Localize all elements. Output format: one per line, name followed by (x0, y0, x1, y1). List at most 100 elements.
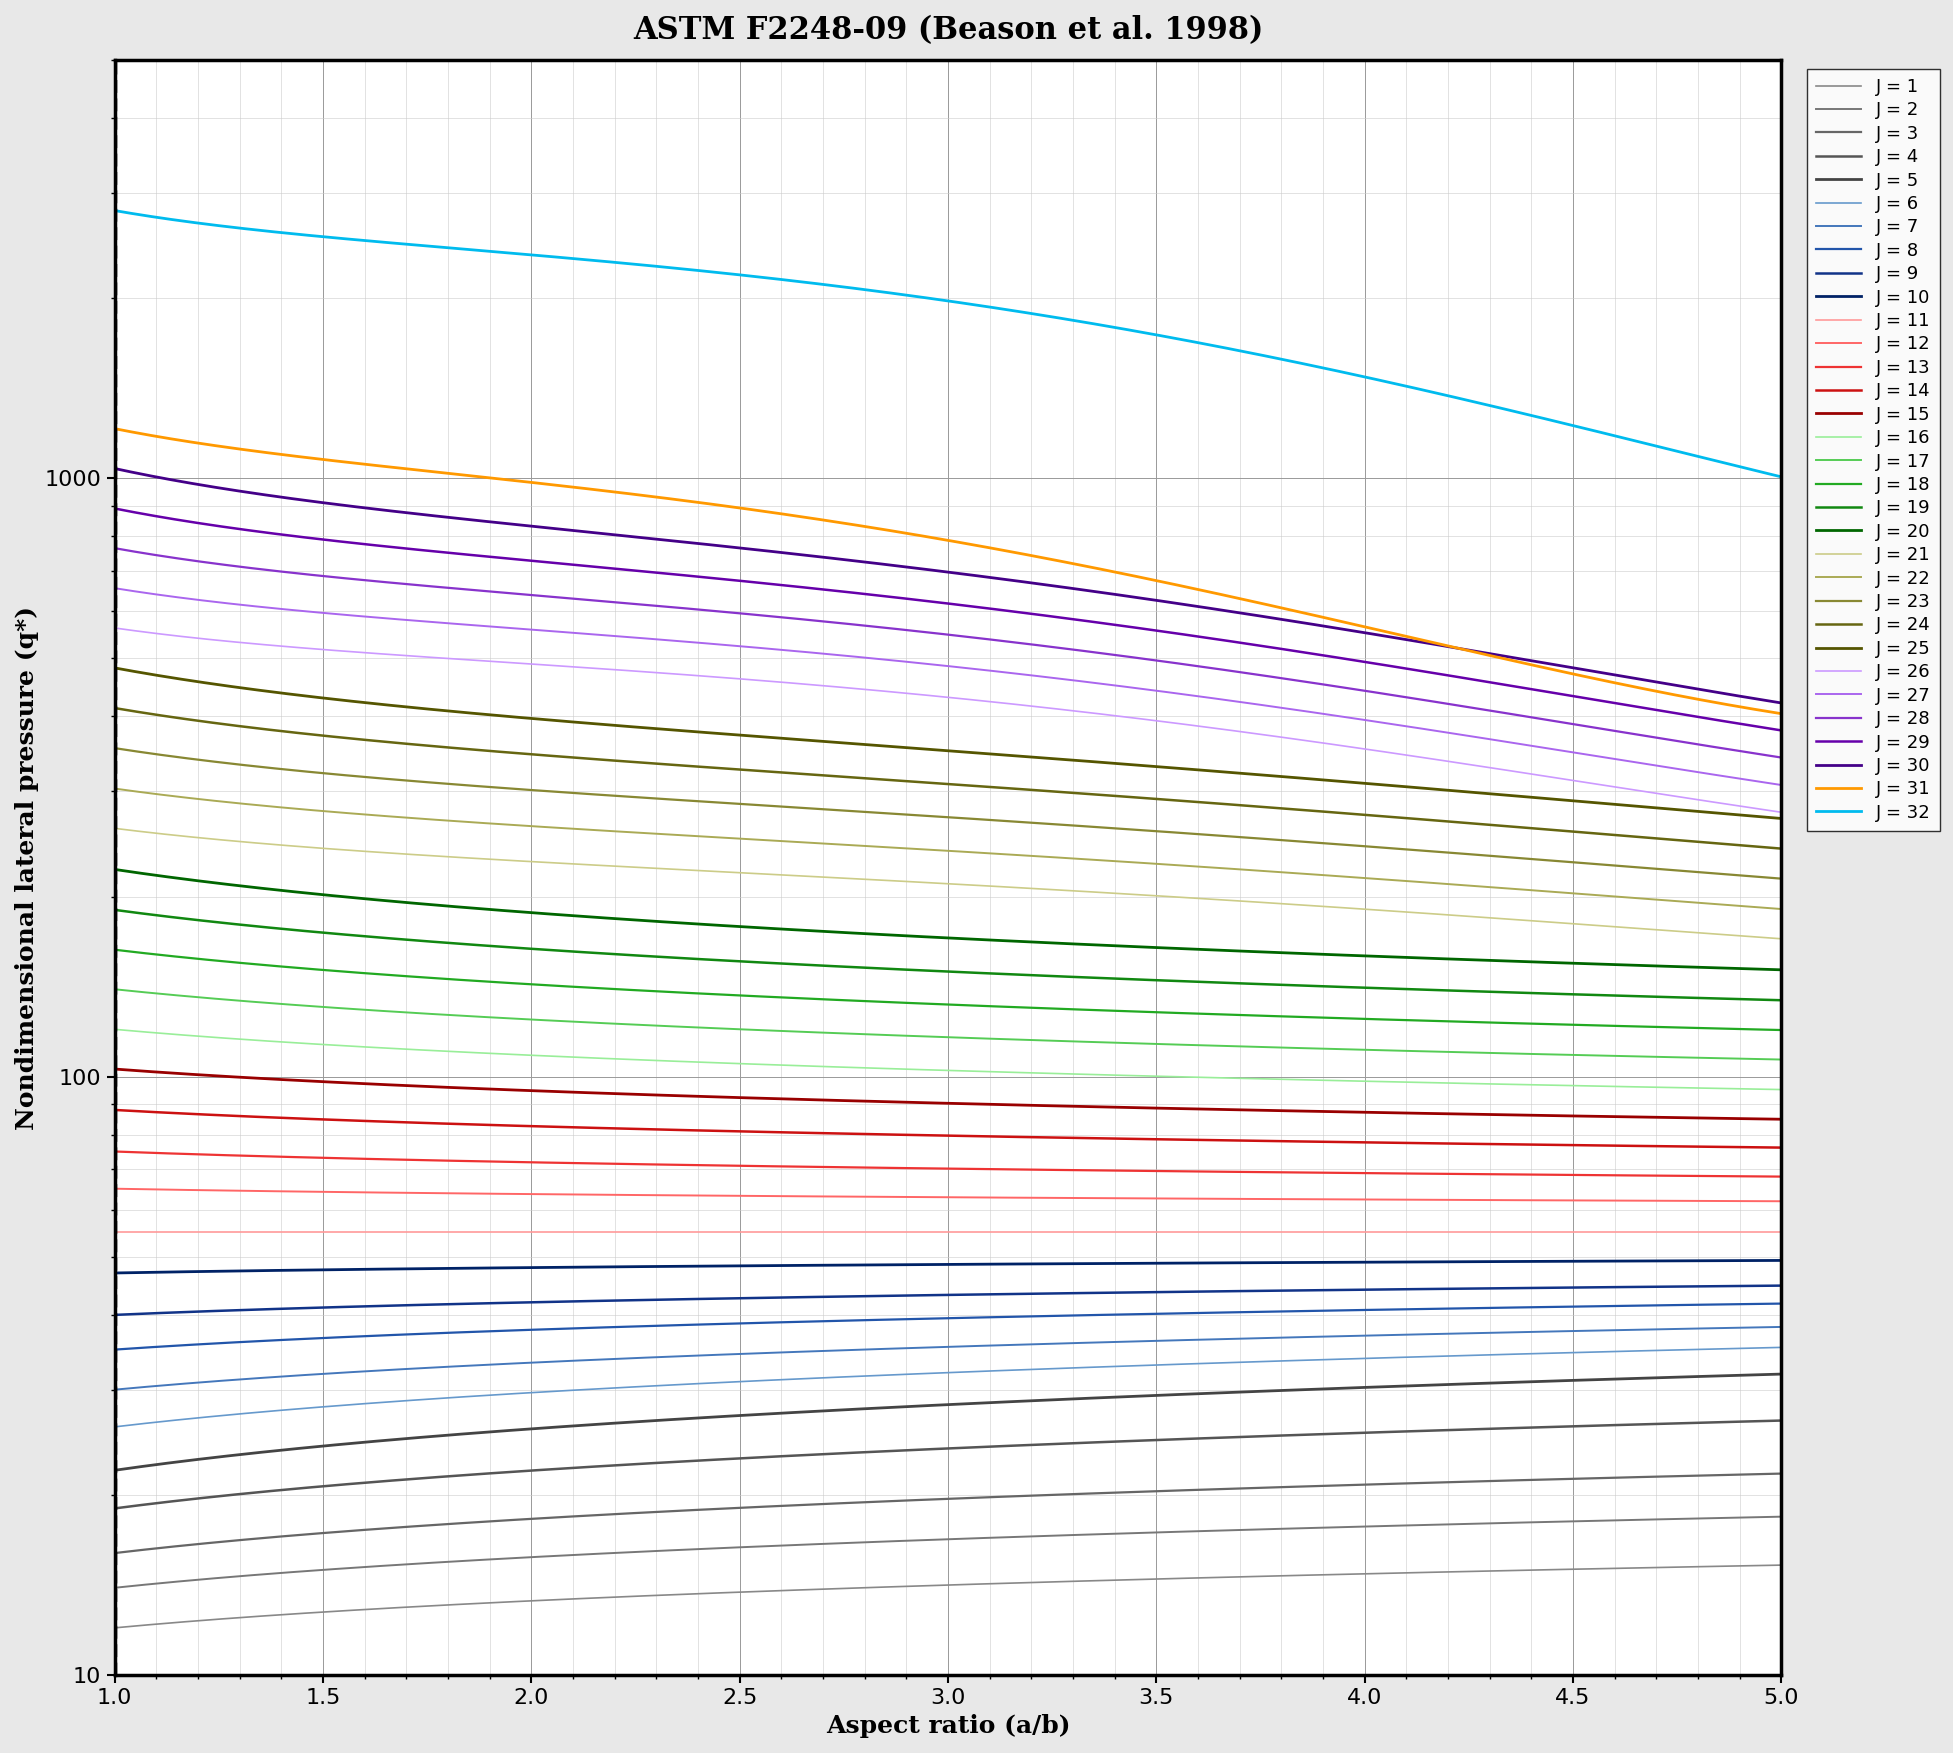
Line: J = 9: J = 9 (115, 1285, 1781, 1315)
Line: J = 23: J = 23 (115, 749, 1781, 878)
J = 20 (1469, 950, 1492, 971)
J = 30 (1004, 570, 1027, 591)
Line: J = 29: J = 29 (115, 508, 1781, 731)
J = 4 (894, 1439, 918, 1460)
J = 8 (894, 1309, 918, 1331)
J = 5 (1730, 1366, 1754, 1387)
Line: J = 15: J = 15 (115, 1069, 1781, 1118)
J = 25 (1769, 808, 1793, 829)
Line: J = 17: J = 17 (115, 989, 1781, 1059)
Line: J = 8: J = 8 (115, 1304, 1781, 1350)
J = 10 (904, 1253, 928, 1274)
J = 9 (1730, 1276, 1754, 1297)
J = 21 (1730, 926, 1754, 947)
J = 1 (894, 1576, 918, 1597)
J = 16 (1469, 1073, 1492, 1094)
J = 10 (1769, 1250, 1793, 1271)
J = 7 (1730, 1317, 1754, 1338)
J = 24 (1769, 838, 1793, 859)
J = 20 (1769, 959, 1793, 980)
J = 16 (1004, 1062, 1027, 1083)
J = 8 (1469, 1297, 1492, 1318)
J = 9 (104, 1304, 127, 1325)
J = 32 (904, 286, 928, 307)
J = 32 (1004, 302, 1027, 323)
J = 8 (1769, 1294, 1793, 1315)
J = 25 (894, 736, 918, 757)
J = 28 (1769, 747, 1793, 768)
J = 3 (1769, 1464, 1793, 1485)
J = 24 (1730, 834, 1754, 855)
J = 14 (1469, 1134, 1492, 1155)
J = 26 (894, 682, 918, 703)
J = 5 (1096, 1387, 1119, 1408)
Line: J = 22: J = 22 (115, 789, 1781, 910)
J = 14 (104, 1099, 127, 1120)
J = 11 (1096, 1222, 1119, 1243)
Y-axis label: Nondimensional lateral pressure (q*): Nondimensional lateral pressure (q*) (16, 605, 39, 1129)
J = 4 (104, 1497, 127, 1518)
J = 5 (1769, 1364, 1793, 1385)
Line: J = 24: J = 24 (115, 708, 1781, 848)
J = 31 (104, 419, 127, 440)
Legend: J = 1, J = 2, J = 3, J = 4, J = 5, J = 6, J = 7, J = 8, J = 9, J = 10, J = 11, J: J = 1, J = 2, J = 3, J = 4, J = 5, J = 6… (1807, 68, 1939, 831)
J = 29 (1730, 713, 1754, 735)
J = 2 (1469, 1513, 1492, 1534)
J = 18 (1469, 1011, 1492, 1033)
J = 7 (1769, 1317, 1793, 1338)
J = 11 (1004, 1222, 1027, 1243)
J = 8 (104, 1339, 127, 1360)
J = 21 (104, 819, 127, 840)
J = 12 (904, 1187, 928, 1208)
J = 3 (1469, 1471, 1492, 1492)
J = 19 (894, 959, 918, 980)
J = 23 (1469, 845, 1492, 866)
J = 13 (1730, 1166, 1754, 1187)
J = 27 (1096, 673, 1119, 694)
J = 32 (104, 200, 127, 221)
J = 15 (1730, 1108, 1754, 1129)
J = 9 (1004, 1283, 1027, 1304)
J = 14 (904, 1124, 928, 1145)
J = 21 (1004, 876, 1027, 898)
J = 4 (1769, 1409, 1793, 1430)
J = 16 (1730, 1078, 1754, 1099)
J = 29 (904, 589, 928, 610)
J = 14 (1004, 1127, 1027, 1148)
J = 26 (1769, 801, 1793, 822)
Line: J = 18: J = 18 (115, 950, 1781, 1031)
J = 18 (894, 992, 918, 1013)
J = 2 (1769, 1506, 1793, 1527)
J = 8 (904, 1308, 928, 1329)
J = 5 (894, 1395, 918, 1416)
J = 11 (1769, 1222, 1793, 1243)
J = 28 (904, 621, 928, 642)
J = 22 (904, 838, 928, 859)
J = 2 (1096, 1523, 1119, 1544)
J = 15 (1769, 1108, 1793, 1129)
J = 24 (1096, 785, 1119, 806)
J = 22 (1469, 876, 1492, 898)
J = 13 (104, 1141, 127, 1162)
Line: J = 25: J = 25 (115, 668, 1781, 819)
J = 9 (894, 1285, 918, 1306)
J = 15 (1004, 1094, 1027, 1115)
J = 2 (904, 1530, 928, 1551)
J = 24 (894, 771, 918, 792)
Line: J = 27: J = 27 (115, 589, 1781, 785)
J = 24 (904, 771, 928, 792)
J = 19 (104, 899, 127, 920)
Line: J = 31: J = 31 (115, 429, 1781, 713)
J = 23 (1730, 864, 1754, 885)
J = 20 (894, 926, 918, 947)
Line: J = 7: J = 7 (115, 1327, 1781, 1390)
J = 19 (1769, 990, 1793, 1011)
J = 6 (1469, 1345, 1492, 1366)
Line: J = 13: J = 13 (115, 1152, 1781, 1176)
J = 23 (1096, 817, 1119, 838)
J = 20 (104, 859, 127, 880)
J = 17 (1096, 1033, 1119, 1054)
J = 11 (894, 1222, 918, 1243)
J = 3 (1004, 1485, 1027, 1506)
J = 12 (1769, 1190, 1793, 1211)
